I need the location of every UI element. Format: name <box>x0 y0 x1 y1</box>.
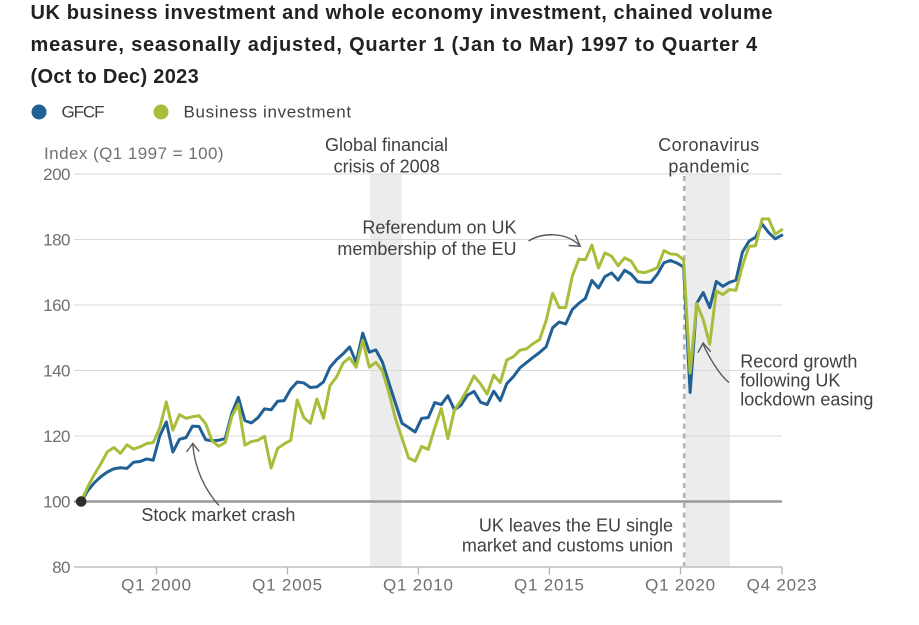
svg-text:crisis of 2008: crisis of 2008 <box>334 157 440 177</box>
svg-text:140: 140 <box>43 362 70 381</box>
svg-text:80: 80 <box>52 558 70 577</box>
svg-text:Index (Q1 1997 = 100): Index (Q1 1997 = 100) <box>44 144 224 163</box>
svg-text:following UK: following UK <box>740 371 840 391</box>
svg-text:Stock market crash: Stock market crash <box>141 505 295 525</box>
svg-text:160: 160 <box>43 296 70 315</box>
svg-text:GFCF: GFCF <box>62 103 105 122</box>
svg-text:measure, seasonally adjusted,: measure, seasonally adjusted, Quarter 1 … <box>31 34 758 56</box>
svg-text:Global financial: Global financial <box>325 135 448 155</box>
svg-text:200: 200 <box>43 165 70 184</box>
svg-text:Q1 2010: Q1 2010 <box>383 576 454 595</box>
svg-text:Q1 2000: Q1 2000 <box>121 576 192 595</box>
svg-text:Q1 2020: Q1 2020 <box>645 576 716 595</box>
svg-text:180: 180 <box>43 231 70 250</box>
svg-text:membership of the EU: membership of the EU <box>337 239 516 259</box>
svg-text:(Oct to Dec) 2023: (Oct to Dec) 2023 <box>31 66 200 88</box>
svg-text:Coronavirus: Coronavirus <box>658 135 759 155</box>
svg-text:pandemic: pandemic <box>668 157 749 177</box>
svg-text:UK leaves the EU single: UK leaves the EU single <box>479 516 673 536</box>
svg-text:100: 100 <box>43 493 70 512</box>
svg-text:market and customs union: market and customs union <box>462 536 673 556</box>
svg-text:lockdown easing: lockdown easing <box>740 390 873 410</box>
svg-text:UK business investment and who: UK business investment and whole economy… <box>31 2 774 24</box>
svg-text:Q1 2015: Q1 2015 <box>514 576 585 595</box>
svg-text:Referendum on UK: Referendum on UK <box>362 218 516 238</box>
svg-text:Business investment: Business investment <box>184 103 352 122</box>
svg-text:Record growth: Record growth <box>740 352 857 372</box>
svg-text:Q4 2023: Q4 2023 <box>747 576 818 595</box>
svg-text:120: 120 <box>43 427 70 446</box>
svg-text:Q1 2005: Q1 2005 <box>252 576 323 595</box>
